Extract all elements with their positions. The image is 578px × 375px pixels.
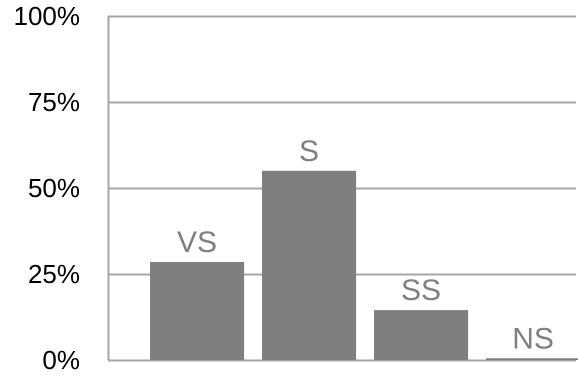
bar-label-vs: VS (177, 226, 217, 259)
bar-ss (374, 310, 469, 360)
bar-ns (486, 358, 578, 360)
bar-label-ss: SS (401, 274, 441, 307)
bar-label-s: S (299, 135, 319, 168)
bar-s (262, 170, 357, 360)
bar-label-ns: NS (512, 322, 554, 355)
y-tick-label: 100% (14, 1, 81, 31)
y-tick-label: 25% (28, 259, 80, 289)
y-tick-label: 0% (42, 345, 80, 375)
bar-vs (150, 261, 245, 360)
bars (150, 170, 578, 360)
y-tick-label: 75% (28, 87, 80, 117)
y-tick-labels: 0% 25% 50% 75% 100% (14, 1, 81, 375)
y-tick-label: 50% (28, 173, 80, 203)
